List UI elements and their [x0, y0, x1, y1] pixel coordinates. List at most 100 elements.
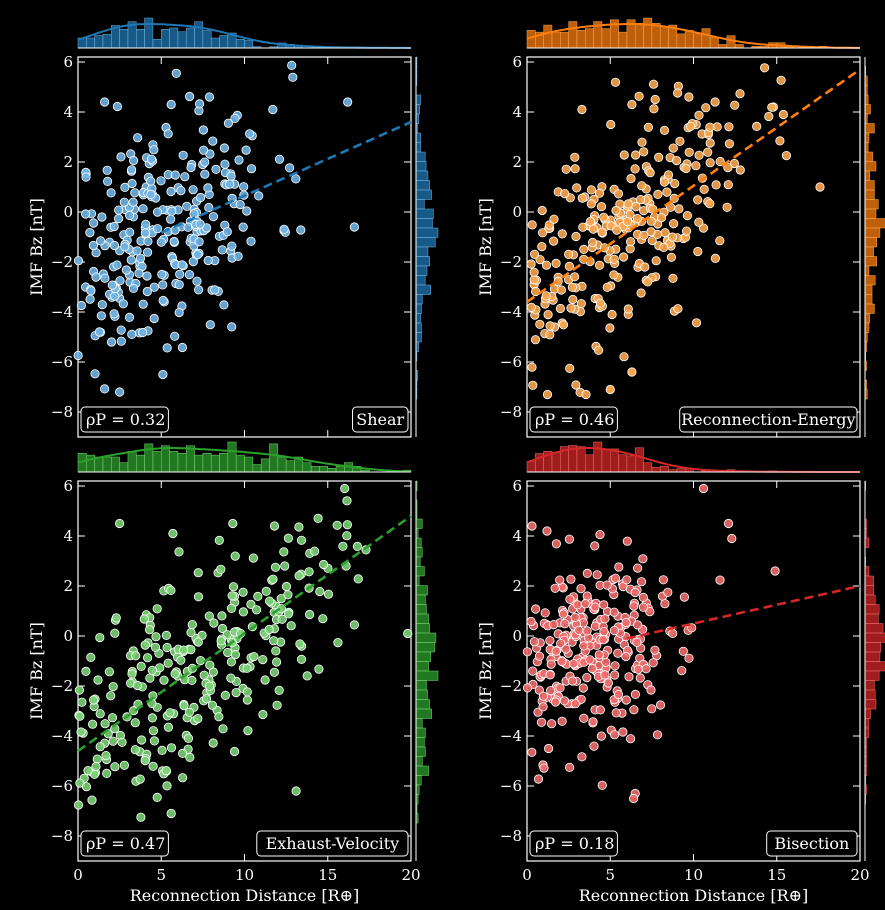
data-point: [723, 180, 733, 190]
data-point: [637, 181, 647, 191]
data-point: [142, 271, 152, 281]
data-point: [636, 288, 646, 298]
data-point: [258, 709, 268, 720]
data-point: [100, 273, 110, 283]
data-point: [176, 655, 186, 665]
data-point: [630, 164, 640, 174]
data-point: [729, 158, 740, 169]
panel-reconnection-energy: −8 −6 −4 −2 0 2 4 6 IMF Bz [nT] ρP = 0.46 Reconnec…: [476, 17, 885, 438]
data-point: [143, 653, 153, 663]
data-point: [589, 741, 599, 751]
data-point: [342, 520, 352, 530]
y-tick-label: −4: [500, 303, 522, 321]
data-point: [111, 613, 121, 623]
data-point: [638, 592, 648, 603]
data-point: [579, 244, 589, 254]
data-point: [279, 547, 289, 557]
data-point: [121, 265, 132, 275]
data-point: [97, 212, 107, 222]
data-point: [595, 529, 605, 540]
data-point: [553, 276, 563, 286]
side-histogram-bar: [864, 689, 876, 700]
data-point: [599, 626, 609, 637]
data-point: [183, 733, 194, 744]
data-point: [269, 667, 279, 677]
data-point: [594, 260, 605, 270]
side-histogram-bar: [864, 642, 881, 653]
data-point: [645, 607, 655, 617]
data-point: [735, 165, 745, 175]
data-point: [193, 568, 203, 578]
data-point: [698, 223, 709, 233]
side-histogram-bar: [415, 132, 421, 143]
data-point: [577, 104, 587, 115]
data-point: [231, 687, 241, 698]
data-point: [775, 136, 785, 146]
top-histogram-bar: [86, 37, 95, 49]
data-point: [529, 637, 540, 647]
y-tick-label: 2: [63, 577, 73, 595]
data-point: [227, 591, 237, 601]
data-point: [632, 620, 643, 630]
data-point: [570, 699, 581, 709]
side-histogram-bar: [864, 670, 880, 681]
data-point: [129, 155, 139, 166]
data-point: [200, 169, 210, 179]
data-point: [646, 216, 656, 226]
data-point: [220, 690, 230, 701]
side-histogram-bar: [415, 142, 421, 153]
y-tick-label: −6: [51, 777, 73, 795]
data-point: [621, 695, 631, 705]
data-point: [323, 589, 334, 599]
top-histogram-bar: [111, 456, 120, 473]
data-point: [128, 283, 139, 293]
data-point: [246, 599, 256, 610]
data-point: [203, 183, 213, 193]
data-point: [152, 604, 162, 614]
data-point: [646, 685, 656, 695]
data-point: [245, 129, 255, 139]
data-point: [138, 299, 148, 309]
data-point: [104, 667, 115, 677]
data-point: [81, 209, 91, 219]
data-point: [635, 195, 646, 205]
data-point: [93, 675, 103, 685]
data-point: [73, 256, 84, 266]
data-point: [239, 182, 249, 192]
data-point: [648, 658, 658, 668]
data-point: [226, 657, 236, 667]
data-point: [679, 592, 690, 602]
data-point: [625, 237, 636, 247]
data-point: [601, 657, 611, 667]
data-point: [174, 280, 184, 290]
data-point: [276, 593, 286, 604]
data-point: [602, 282, 612, 292]
data-point: [609, 270, 619, 280]
data-point: [187, 619, 197, 630]
y-tick-label: 4: [63, 103, 73, 121]
data-point: [580, 599, 591, 609]
data-point: [694, 150, 704, 160]
data-point: [570, 164, 580, 174]
method-box-frame: [352, 406, 409, 433]
top-histogram-bar: [136, 454, 145, 473]
data-point: [585, 216, 596, 227]
data-point: [241, 145, 251, 155]
axes-frame: [526, 480, 861, 862]
top-histogram-bar: [634, 23, 644, 49]
top-histogram-bar: [136, 29, 145, 49]
data-point: [294, 571, 304, 581]
data-point: [606, 119, 616, 130]
data-point: [668, 273, 678, 283]
side-histogram-bar: [415, 566, 425, 577]
data-point: [577, 193, 587, 203]
side-histogram-bar: [415, 294, 423, 305]
side-histogram-bar: [415, 699, 430, 710]
data-point: [671, 156, 682, 166]
data-point: [77, 697, 87, 707]
data-point: [163, 129, 173, 139]
data-point: [147, 713, 157, 723]
data-point: [546, 719, 557, 729]
fit-line: [526, 68, 861, 304]
